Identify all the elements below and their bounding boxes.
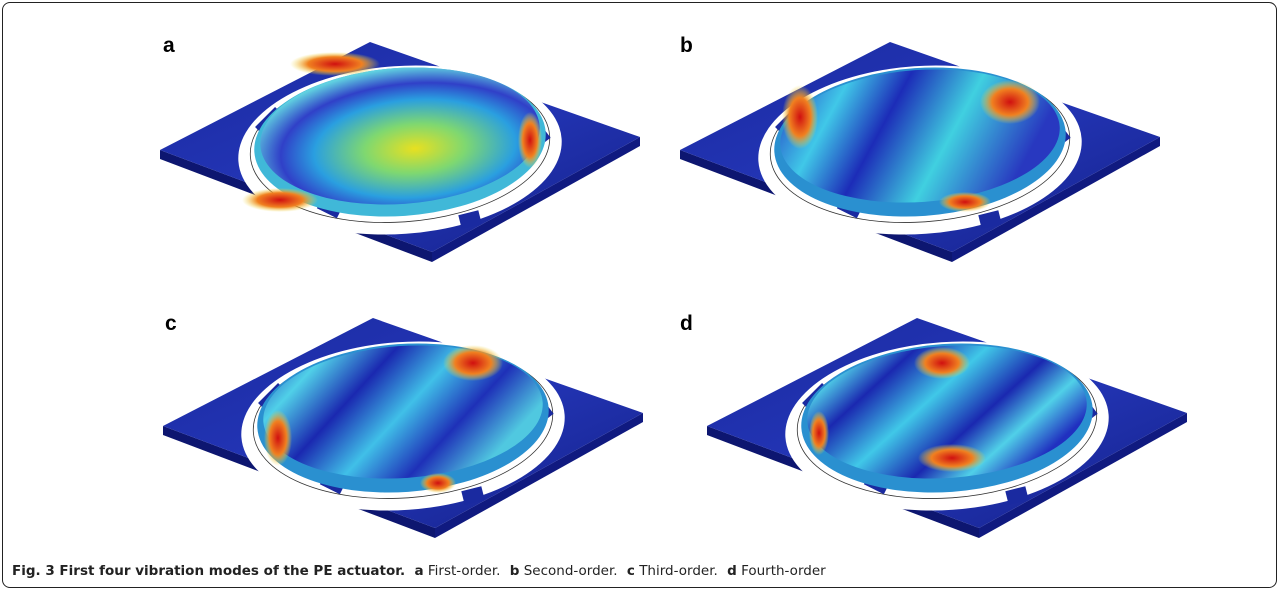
figure-caption: Fig. 3 First four vibration modes of the… [12,563,826,579]
caption-label: b [510,563,520,579]
caption-text: Fourth-order [741,563,826,579]
panel-d [707,318,1187,538]
panel-a [160,42,640,262]
panel-c [163,318,643,538]
panel-label: c [165,312,177,335]
figure-panels: a b c d [0,0,1281,560]
caption-text: Second-order. [524,563,618,579]
panel-label: b [680,34,693,57]
caption-part: c Third-order. [627,563,718,579]
panel-b [680,42,1160,262]
caption-part: b Second-order. [510,563,618,579]
caption-part: d Fourth-order [727,563,826,579]
caption-part: a First-order. [414,563,500,579]
caption-title: Fig. 3 First four vibration modes of the… [12,563,405,579]
panel-label: d [680,312,693,335]
caption-text: First-order. [428,563,501,579]
caption-label: a [414,563,423,579]
caption-label: c [627,563,635,579]
caption-text: Third-order. [639,563,718,579]
panel-label: a [163,34,175,57]
caption-label: d [727,563,737,579]
